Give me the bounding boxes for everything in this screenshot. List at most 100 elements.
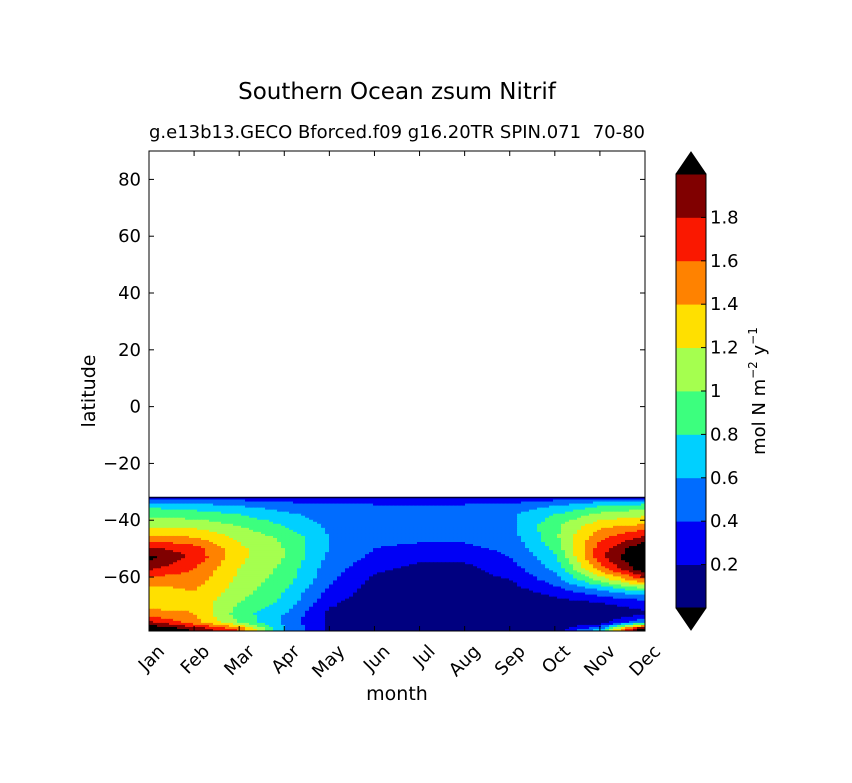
contour-cell [345,529,350,533]
contour-cell [433,507,438,511]
contour-cell [441,542,446,545]
contour-cell [337,503,342,507]
contour-cell [213,529,218,533]
contour-cell [361,564,366,567]
contour-cell [329,497,334,501]
contour-cell [421,533,426,537]
contour-cell [209,523,214,527]
contour-cell [217,578,222,582]
contour-cell [497,574,502,577]
contour-cell [173,513,178,517]
contour-cell [269,558,274,561]
contour-cell [485,550,490,553]
contour-cell [165,531,170,535]
contour-cell [213,574,218,577]
contour-cell [333,523,338,527]
contour-cell [445,525,450,529]
contour-cell [597,529,602,533]
contour-cell [253,535,258,539]
contour-cell [437,515,442,519]
contour-cell [469,576,474,580]
contour-cell [493,509,498,513]
contour-cell [625,554,630,557]
contour-cell [297,499,302,503]
contour-cell [437,517,442,521]
contour-cell [169,576,174,580]
contour-cell [509,574,514,577]
contour-cell [321,519,326,523]
contour-cell [485,560,490,563]
contour-cell [557,552,562,555]
contour-cell [153,501,158,505]
contour-cell [509,544,514,547]
contour-cell [405,556,410,559]
contour-cell [285,570,290,573]
contour-cell [617,505,622,509]
contour-cell [273,531,278,535]
contour-cell [437,497,442,501]
contour-cell [153,554,158,557]
contour-cell [637,509,642,513]
contour-cell [197,562,202,565]
contour-cell [221,548,226,551]
contour-cell [617,544,622,547]
contour-cell [537,525,542,529]
contour-cell [569,562,574,565]
contour-cell [321,501,326,505]
contour-cell [473,501,478,505]
contour-cell [513,531,518,535]
contour-cell [233,556,238,559]
contour-cell [605,552,610,555]
contour-cell [289,521,294,525]
contour-cell [573,574,578,577]
contour-cell [185,560,190,563]
contour-cell [597,535,602,539]
contour-cell [177,556,182,559]
contour-cell [337,560,342,563]
contour-cell [545,548,550,551]
contour-cell [493,535,498,539]
contour-cell [529,542,534,545]
contour-cell [593,507,598,511]
contour-cell [189,560,194,563]
contour-cell [605,558,610,561]
contour-cell [541,509,546,513]
contour-cell [405,507,410,511]
contour-cell [469,535,474,539]
contour-cell [241,552,246,555]
contour-cell [573,572,578,575]
contour-cell [153,537,158,541]
contour-cell [189,574,194,577]
contour-cell [613,507,618,511]
contour-cell [465,558,470,561]
contour-cell [473,513,478,517]
contour-cell [605,525,610,529]
contour-cell [617,546,622,549]
contour-cell [337,513,342,517]
contour-cell [313,552,318,555]
contour-cell [561,533,566,537]
contour-cell [397,568,402,571]
contour-cell [521,511,526,515]
contour-cell [321,503,326,507]
contour-cell [325,527,330,531]
contour-cell [173,501,178,505]
contour-cell [397,515,402,519]
contour-cell [281,511,286,515]
contour-cell [541,529,546,533]
contour-cell [389,521,394,525]
contour-cell [289,548,294,551]
contour-cell [149,507,154,511]
contour-cell [365,505,370,509]
contour-cell [165,556,170,559]
contour-cell [621,535,626,539]
contour-cell [393,535,398,539]
contour-cell [477,566,482,569]
contour-cell [633,513,638,517]
contour-cell [317,517,322,521]
contour-cell [617,517,622,521]
contour-cell [521,517,526,521]
contour-cell [533,523,538,527]
contour-cell [541,566,546,569]
contour-cell [481,544,486,547]
